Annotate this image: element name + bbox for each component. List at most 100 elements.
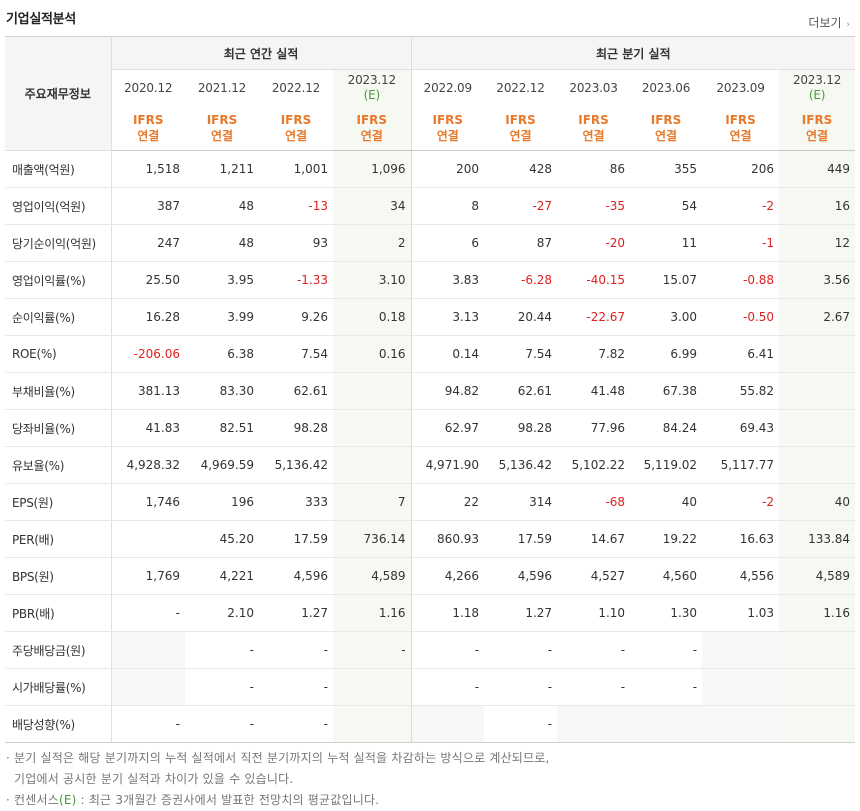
more-link[interactable]: 더보기 ›: [808, 14, 850, 31]
table-cell: 40: [779, 483, 856, 521]
table-cell: 22: [411, 483, 485, 521]
ifrs-line2: 연결: [806, 128, 829, 143]
table-row: 매출액(억원) 1,518 1,211 1,001 1,096 200 428 86 355 20…: [5, 150, 856, 188]
row-label: PBR(배): [5, 594, 112, 632]
table-cell: 1,096: [333, 150, 412, 188]
table-cell: [779, 705, 856, 743]
table-cell: 62.97: [411, 409, 485, 447]
ifrs-label: IFRS 연결: [484, 105, 558, 151]
table-cell: 84.24: [630, 409, 703, 447]
table-cell: -35: [557, 187, 631, 225]
table-cell: 7.82: [557, 335, 631, 373]
table-cell: 247: [111, 224, 185, 262]
table-cell: 7: [333, 483, 412, 521]
table-cell: 2: [333, 224, 412, 262]
table-cell: 3.10: [333, 261, 412, 299]
table-cell: 93: [259, 224, 333, 262]
table-cell: 11: [630, 224, 703, 262]
table-cell: -: [259, 631, 333, 669]
table-cell: 4,589: [779, 557, 856, 595]
table-cell: 6: [411, 224, 485, 262]
table-cell: [111, 520, 185, 558]
row-header: 주요재무정보: [5, 36, 112, 151]
table-cell: 1,518: [111, 150, 185, 188]
ifrs-line2: 연결: [655, 128, 678, 143]
table-cell: -: [185, 668, 259, 706]
table-cell: -: [259, 705, 333, 743]
table-cell: -13: [259, 187, 333, 225]
table-cell: 98.28: [484, 409, 558, 447]
table-cell: -: [333, 631, 412, 669]
table-cell: -0.88: [702, 261, 780, 299]
table-cell: 98.28: [259, 409, 333, 447]
table-cell: 62.61: [259, 372, 333, 410]
table-cell: -: [557, 668, 631, 706]
table-cell: 1.03: [702, 594, 780, 632]
row-label: 당기순이익(억원): [5, 224, 112, 262]
table-cell: 4,596: [484, 557, 558, 595]
table-cell: 1.16: [333, 594, 412, 632]
table-cell: 5,136.42: [484, 446, 558, 484]
period-header: 2022.12: [259, 70, 333, 106]
table-row: EPS(원) 1,746 196 333 7 22 314 -68 40 -2 40: [5, 483, 856, 521]
table-cell: 4,596: [259, 557, 333, 595]
table-cell: [630, 705, 703, 743]
table-cell: -: [259, 668, 333, 706]
table-cell: 6.38: [185, 335, 259, 373]
table-cell: 83.30: [185, 372, 259, 410]
table-cell: [702, 705, 780, 743]
table-cell: 3.99: [185, 298, 259, 336]
table-cell: 314: [484, 483, 558, 521]
table-row: ROE(%) -206.06 6.38 7.54 0.16 0.14 7.54 7.82 6.9…: [5, 335, 856, 373]
table-row: 당기순이익(억원) 247 48 93 2 6 87 -20 11 -1 12: [5, 224, 856, 262]
table-cell: 16.28: [111, 298, 185, 336]
table-cell: 381.13: [111, 372, 185, 410]
footnote-1: · 분기 실적은 해당 분기까지의 누적 실적에서 직전 분기까지의 누적 실적…: [6, 751, 550, 765]
table-cell: 3.83: [411, 261, 485, 299]
table-cell: 3.13: [411, 298, 485, 336]
table-cell: -: [185, 631, 259, 669]
table-cell: 16.63: [702, 520, 780, 558]
ifrs-line2: 연결: [436, 128, 459, 143]
table-cell: [779, 668, 856, 706]
table-cell: [111, 668, 185, 706]
table-cell: [702, 668, 780, 706]
table-cell: 8: [411, 187, 485, 225]
table-cell: [333, 409, 412, 447]
table-cell: 17.59: [259, 520, 333, 558]
chevron-right-icon: ›: [843, 20, 850, 30]
table-cell: 19.22: [630, 520, 703, 558]
table-cell: 87: [484, 224, 558, 262]
table-cell: 4,928.32: [111, 446, 185, 484]
table-cell: 1,769: [111, 557, 185, 595]
table-cell: 333: [259, 483, 333, 521]
table-cell: 133.84: [779, 520, 856, 558]
table-cell: 2.10: [185, 594, 259, 632]
table-cell: 4,527: [557, 557, 631, 595]
ifrs-label: IFRS 연결: [557, 105, 631, 151]
table-row: 주당배당금(원) - - - - - - -: [5, 631, 856, 669]
table-cell: 7.54: [484, 335, 558, 373]
table-cell: [779, 335, 856, 373]
section-title: 기업실적분석: [6, 12, 76, 27]
table-cell: 1,746: [111, 483, 185, 521]
table-cell: 860.93: [411, 520, 485, 558]
table-cell: 9.26: [259, 298, 333, 336]
financial-table: 주요재무정보 최근 연간 실적 최근 분기 실적 2020.12 2021.12 2…: [5, 36, 856, 743]
table-cell: 7.54: [259, 335, 333, 373]
table-cell: -40.15: [557, 261, 631, 299]
table-row: 배당성향(%) - - - -: [5, 705, 856, 743]
table-cell: -: [411, 668, 485, 706]
table-row: 영업이익률(%) 25.50 3.95 -1.33 3.10 3.83 -6.28 -40.1…: [5, 261, 856, 299]
table-cell: 196: [185, 483, 259, 521]
table-cell: 48: [185, 224, 259, 262]
ifrs-label: IFRS 연결: [702, 105, 780, 151]
period-header: 2023.09: [702, 70, 779, 106]
footnotes: · 분기 실적은 해당 분기까지의 누적 실적에서 직전 분기까지의 누적 실적…: [6, 748, 550, 811]
table-cell: 6.41: [702, 335, 780, 373]
table-cell: 54: [630, 187, 703, 225]
footnote-2-prefix: · 컨센서스: [6, 793, 59, 807]
period-header: 2022.09: [411, 70, 484, 106]
table-cell: -0.50: [702, 298, 780, 336]
footnote-2-est: (E): [59, 793, 77, 807]
